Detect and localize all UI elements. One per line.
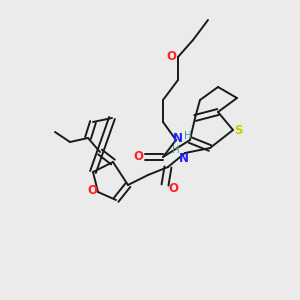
Text: O: O	[87, 184, 97, 196]
Text: N: N	[179, 152, 189, 164]
Text: H: H	[172, 145, 180, 155]
Text: H: H	[184, 131, 192, 141]
Text: O: O	[133, 151, 143, 164]
Text: O: O	[168, 182, 178, 196]
Text: N: N	[173, 131, 183, 145]
Text: S: S	[234, 124, 242, 136]
Text: O: O	[166, 50, 176, 64]
